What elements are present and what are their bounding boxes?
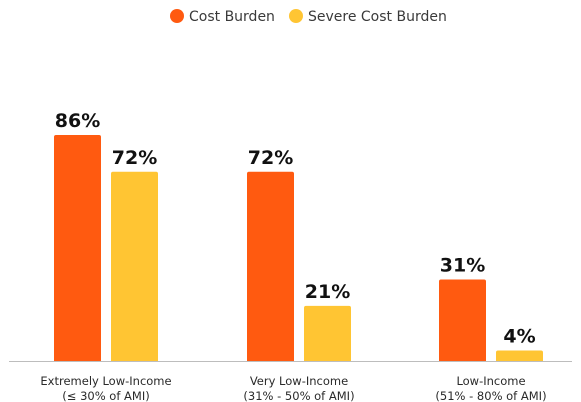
legend: Cost Burden Severe Cost Burden [170,9,447,25]
legend-swatch-severe-cost-burden [289,9,303,23]
data-label-severe-cost-burden-2: 4% [503,325,535,347]
legend-swatch-cost-burden [170,9,184,23]
bars: 86% 72% 72% 21% 31% 4% [54,110,543,361]
x-axis-labels: Extremely Low-Income(≤ 30% of AMI) Very L… [40,374,546,402]
data-label-cost-burden-0: 86% [55,110,100,132]
category-label-2-line-1: (51% - 80% of AMI) [435,389,546,402]
data-label-cost-burden-2: 31% [440,255,485,277]
category-label-1-line-0: Very Low-Income [250,374,348,388]
category-label-2-line-0: Low-Income [456,374,525,388]
bar-severe-cost-burden-0 [111,171,158,361]
legend-label-severe-cost-burden: Severe Cost Burden [308,9,447,25]
legend-label-cost-burden: Cost Burden [189,9,275,25]
data-label-cost-burden-1: 72% [248,147,293,169]
bar-severe-cost-burden-2 [496,350,543,361]
data-label-severe-cost-burden-1: 21% [305,281,350,303]
bar-cost-burden-2 [439,279,486,361]
bar-severe-cost-burden-1 [304,305,351,361]
bar-cost-burden-1 [247,171,294,361]
category-label-1-line-1: (31% - 50% of AMI) [243,389,354,402]
category-label-0-line-1: (≤ 30% of AMI) [62,389,149,402]
bar-cost-burden-0 [54,135,101,361]
data-label-severe-cost-burden-0: 72% [112,147,157,169]
category-label-0-line-0: Extremely Low-Income [40,374,171,388]
